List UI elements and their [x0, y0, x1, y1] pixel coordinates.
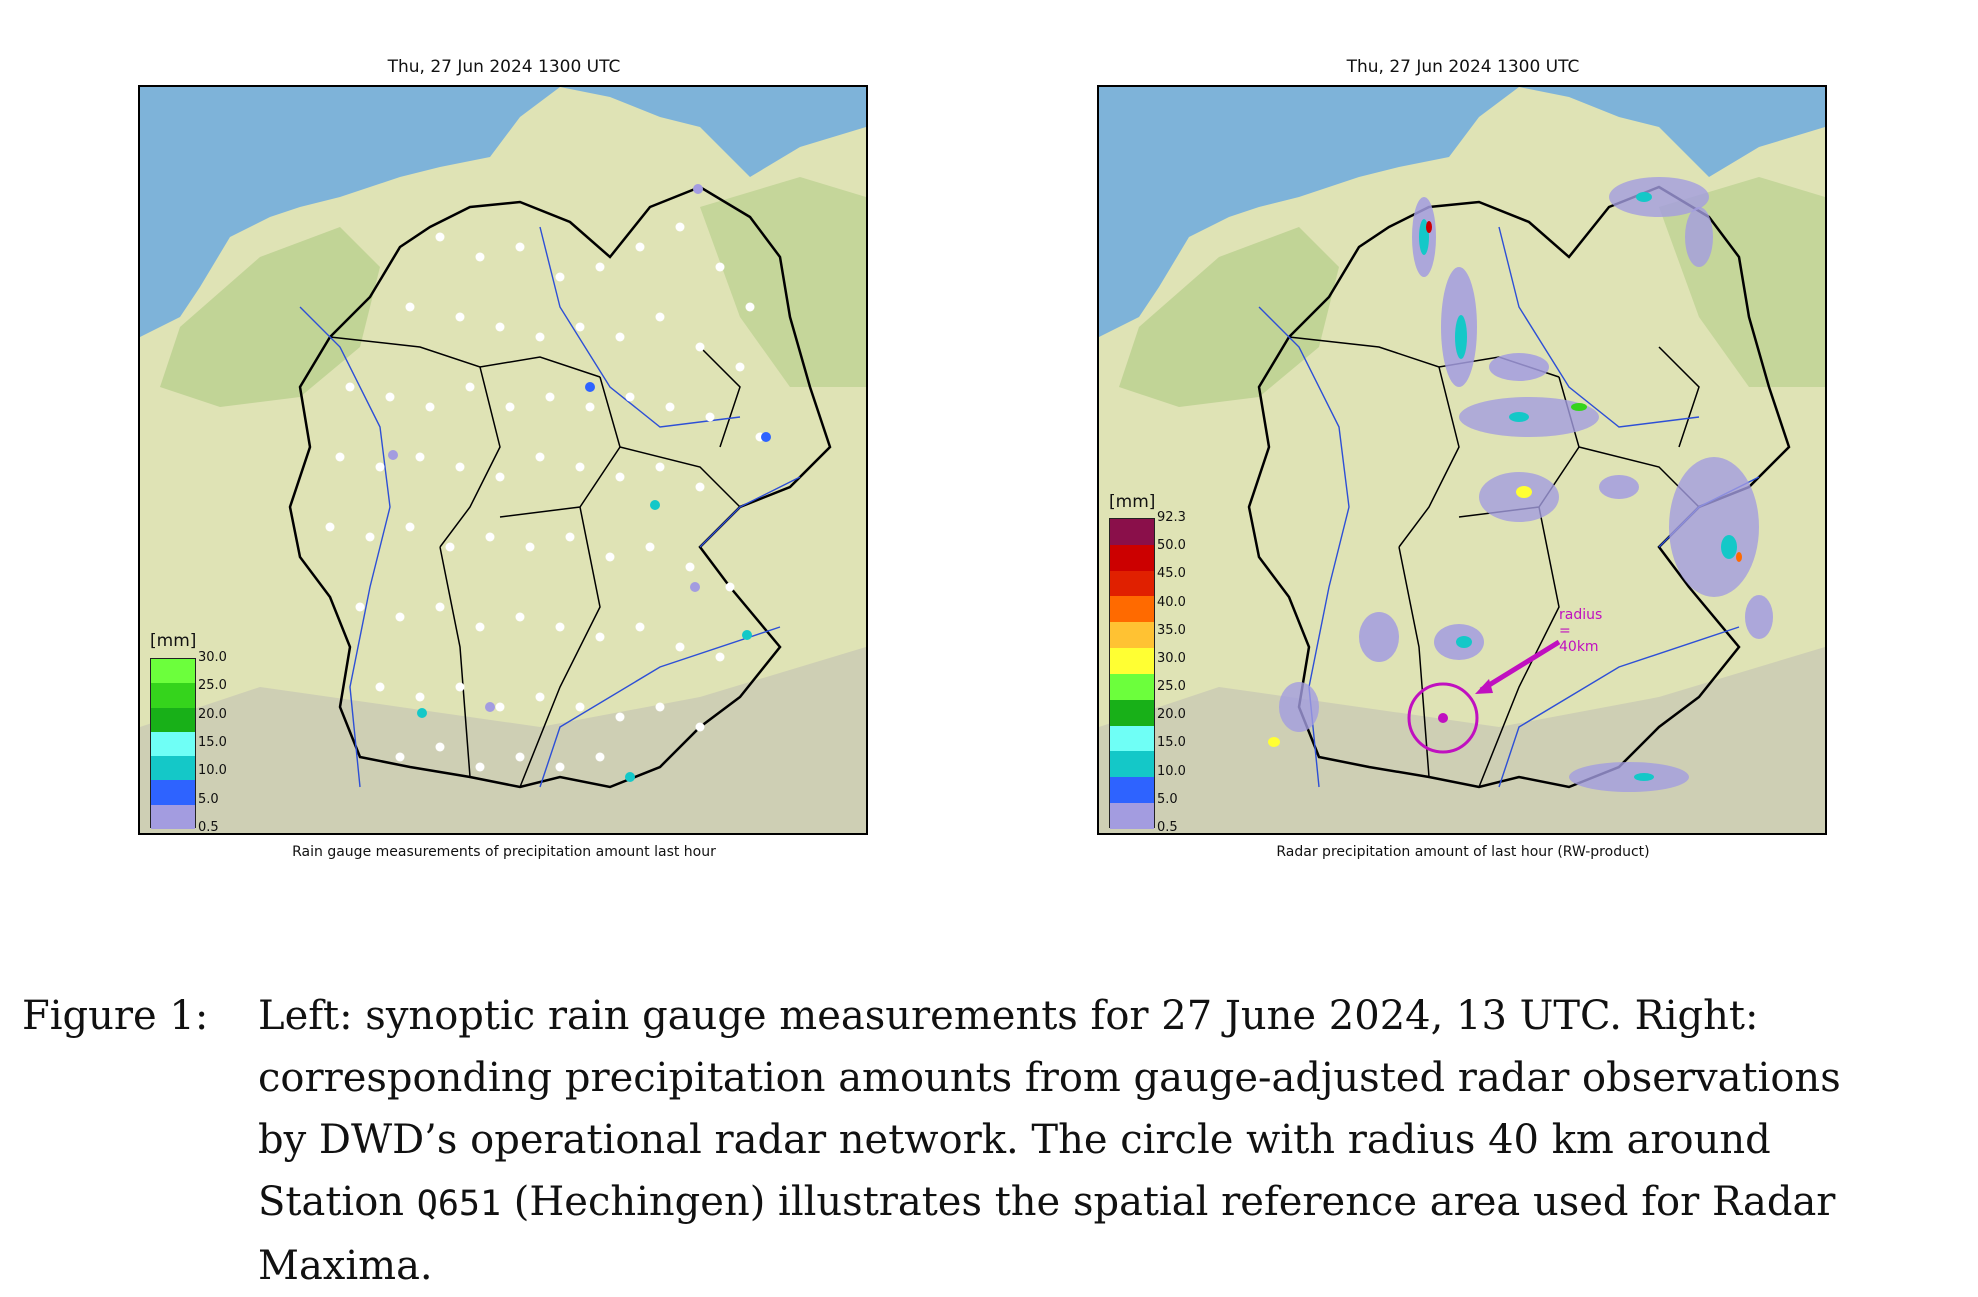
legend-colorbar: [1109, 518, 1155, 829]
legend-tick-label: 30.0: [198, 650, 227, 665]
legend-color-cell: [1110, 570, 1154, 597]
legend-tick-label: 30.0: [1157, 650, 1186, 666]
germany-border: [288, 185, 832, 789]
legend-color-cell: [1110, 596, 1154, 623]
gauge-stations-with-rain: [388, 184, 771, 782]
legend-color-cell: [151, 707, 195, 732]
right-map-caption: Radar precipitation amount of last hour …: [1276, 844, 1650, 860]
caption-line-4: Station Q651 (Hechingen) illustrates the…: [22, 1171, 1942, 1235]
legend-tick-label: 40.0: [1157, 594, 1186, 610]
state-borders: [329, 336, 741, 788]
legend-unit: [mm]: [1109, 492, 1156, 512]
legend-tick-label: 45.0: [1157, 566, 1186, 582]
legend-color-cell: [1110, 673, 1154, 700]
legend-color-cell: [1110, 622, 1154, 649]
legend-tick-label: 25.0: [198, 678, 227, 694]
figure-caption: Figure 1: Left: synoptic rain gauge measu…: [22, 985, 1942, 1297]
rivers: [1258, 226, 1760, 788]
left-map-title: Thu, 27 Jun 2024 1300 UTC: [387, 57, 621, 77]
legend-color-cell: [151, 683, 195, 708]
state-borders: [1288, 336, 1700, 788]
caption-line-3: by DWD’s operational radar network. The …: [258, 1117, 1771, 1163]
north-sea: [1099, 87, 1825, 337]
alps-region: [140, 647, 866, 833]
radius-annotation-label: radius = 40km: [1559, 607, 1603, 655]
caption-line-2: corresponding precipitation amounts from…: [258, 1055, 1841, 1101]
legend-tick-label: 15.0: [198, 735, 227, 750]
station-code: Q651: [416, 1184, 502, 1224]
left-map-caption: Rain gauge measurements of precipitation…: [292, 844, 716, 860]
caption-station-prefix: Station: [258, 1179, 405, 1225]
sea-area: [400, 87, 480, 127]
rivers: [299, 226, 801, 788]
legend-color-cell: [151, 756, 195, 781]
lowland-region: [1119, 227, 1339, 407]
legend-color-cell: [1110, 751, 1154, 778]
legend-color-cell: [151, 804, 195, 829]
legend-color-cell: [1110, 699, 1154, 726]
left-map: [140, 87, 866, 833]
legend-tick-label: 15.0: [1157, 735, 1186, 751]
caption-line-4-rest: (Hechingen) illustrates the spatial refe…: [513, 1179, 1836, 1225]
legend-tick-label: 20.0: [198, 706, 227, 722]
legend-tick-label: 5.0: [198, 791, 219, 807]
reference-area-annotation: [1407, 639, 1561, 754]
legend-tick-label: 92.3: [1157, 510, 1186, 525]
legend-tick-label: 10.0: [198, 763, 227, 779]
legend-color-cell: [1110, 803, 1154, 829]
caption-line-5: Maxima.: [258, 1243, 433, 1289]
caption-line-1: Left: synoptic rain gauge measurements f…: [258, 993, 1759, 1039]
legend-tick-label: 5.0: [1157, 791, 1178, 807]
legend-color-cell: [1110, 648, 1154, 674]
legend-tick-label: 35.0: [1157, 622, 1186, 638]
right-map: [1099, 87, 1825, 833]
legend-tick-label: 25.0: [1157, 679, 1186, 695]
legend-color-cell: [151, 780, 195, 805]
left-map-frame: [138, 85, 868, 835]
legend-color-cell: [1110, 777, 1154, 804]
figure-label: Figure 1:: [22, 993, 209, 1039]
legend-tick-label: 0.5: [1157, 820, 1178, 835]
legend-color-cell: [151, 731, 195, 757]
legend-color-cell: [151, 659, 195, 684]
legend-tick-label: 20.0: [1157, 707, 1186, 723]
legend-color-cell: [1110, 544, 1154, 571]
legend-unit: [mm]: [150, 631, 197, 651]
right-map-title: Thu, 27 Jun 2024 1300 UTC: [1346, 57, 1580, 77]
gauge-stations: [325, 222, 765, 772]
legend-color-cell: [1110, 725, 1154, 752]
radar-precipitation-cells: [1268, 177, 1773, 792]
legend-tick-label: 10.0: [1157, 763, 1186, 779]
legend-color-cell: [1110, 519, 1154, 545]
legend-tick-label: 50.0: [1157, 538, 1186, 554]
lowland-region: [160, 227, 380, 407]
north-sea: [140, 87, 866, 337]
right-map-frame: [1097, 85, 1827, 835]
legend-colorbar: [150, 658, 196, 829]
legend-tick-label: 0.5: [198, 820, 219, 835]
